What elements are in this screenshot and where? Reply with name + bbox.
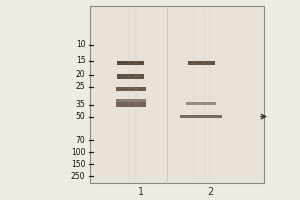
Bar [90, 6, 264, 183]
Bar [116, 87, 146, 91]
Text: 35: 35 [76, 100, 85, 109]
Text: 50: 50 [76, 112, 85, 121]
Text: 100: 100 [71, 148, 85, 157]
Bar [117, 74, 144, 79]
Text: 25: 25 [76, 82, 86, 91]
Text: 70: 70 [76, 136, 85, 145]
Text: 20: 20 [76, 70, 86, 79]
Bar [116, 99, 146, 102]
Bar [117, 61, 144, 65]
Text: 150: 150 [71, 160, 85, 169]
Text: 10: 10 [76, 40, 86, 49]
Bar [180, 115, 222, 118]
Bar [186, 102, 216, 105]
Text: 15: 15 [76, 56, 86, 65]
Bar [188, 61, 214, 65]
Text: 1: 1 [138, 187, 144, 197]
Text: 2: 2 [207, 187, 213, 197]
Text: 250: 250 [71, 172, 85, 181]
Bar [116, 102, 146, 107]
